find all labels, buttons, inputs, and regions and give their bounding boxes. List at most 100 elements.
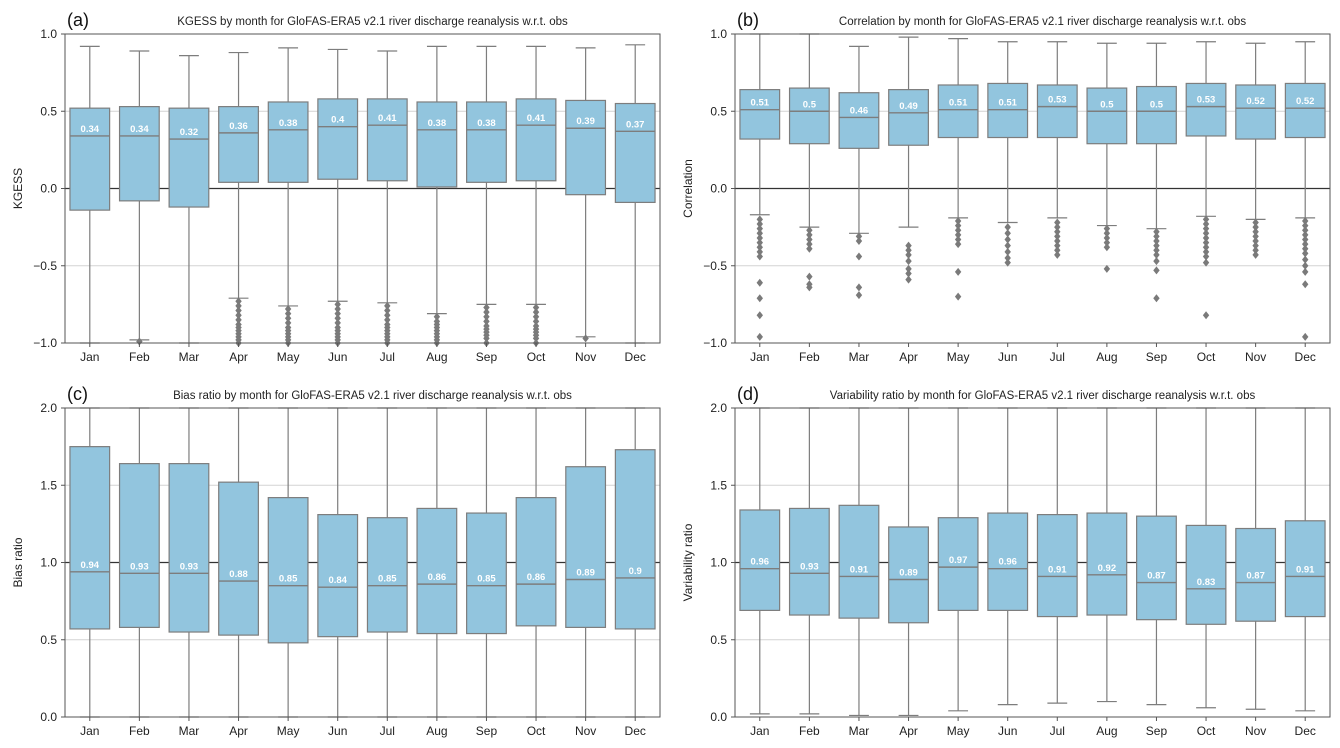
outlier-point [1252,227,1259,236]
outlier-point [235,297,242,306]
box [788,87,830,145]
outlier-point [532,308,540,317]
outlier-point [756,278,763,287]
median-label: 0.49 [899,101,918,112]
outlier-point [235,306,242,315]
x-tick-label: Aug [426,724,447,738]
box [739,509,781,611]
outlier-point [235,311,242,320]
outlier-point [483,308,490,317]
outlier-point [806,235,813,244]
median-label: 0.97 [949,555,968,566]
x-tick-label: Aug [426,350,447,364]
x-tick-label: Jul [1050,350,1065,364]
y-tick-label: 1.0 [710,27,727,41]
y-tick-label: −0.5 [33,259,57,273]
y-axis-title: Bias ratio [11,537,25,587]
outlier-point [235,301,242,310]
median-label: 0.84 [328,575,347,586]
box [739,89,781,140]
panel-label: (b) [737,10,759,30]
x-tick-label: Sep [476,350,498,364]
x-tick-label: Jan [750,350,769,364]
box [317,98,359,180]
x-tick-label: Oct [527,350,546,364]
outlier-point [1103,238,1111,247]
median-label: 0.53 [1197,95,1216,106]
chart-d: 0.96 0.93 0.91 0.89 0.97 0.96 0.91 0.92 0.87 0.83… [681,384,1331,738]
x-tick-label: Oct [1197,724,1216,738]
y-tick-label: 1.5 [40,478,57,492]
outlier-point [756,294,763,303]
x-tick-label: Dec [1295,350,1316,364]
x-tick-label: Nov [1245,724,1266,738]
outlier-point [954,230,962,239]
box [1235,527,1277,622]
x-tick-label: Jun [328,724,347,738]
box [1036,514,1078,618]
outlier-point [1302,226,1309,235]
x-tick-label: Jun [998,350,1017,364]
box [366,517,408,633]
box [466,512,507,635]
outlier-point [1103,264,1111,273]
outlier-point [756,311,763,320]
median-label: 0.93 [800,561,819,572]
x-tick-label: Feb [799,724,820,738]
median-label: 0.5 [1100,99,1114,110]
outlier-point [1302,235,1309,244]
outlier-point [483,312,490,321]
y-tick-label: 0.5 [710,104,727,118]
outlier-point [284,314,292,323]
outlier-point [1054,250,1061,259]
median-label: 0.86 [428,572,447,583]
box [1185,524,1227,625]
box [1086,87,1128,145]
box [168,463,210,633]
outlier-point [806,226,813,235]
outlier-point [806,272,813,281]
box [218,106,259,183]
outlier-point [1302,244,1309,253]
median-label: 0.96 [751,557,770,568]
outlier-point [855,291,863,300]
y-axis-title: Variability ratio [681,523,695,601]
panel-a: 0.34 0.34 0.32 0.36 0.38 0.4 0.41 0.38 0.38 0.41 0… [0,0,670,374]
y-tick-label: 0.5 [710,633,727,647]
y-tick-label: 1.0 [40,27,57,41]
median-label: 0.34 [130,124,149,135]
median-label: 0.85 [279,574,298,585]
y-tick-label: 0.0 [40,710,57,724]
outlier-point [1153,257,1160,266]
outlier-point [1252,241,1259,250]
outlier-point [905,257,912,266]
median-label: 0.85 [477,574,496,585]
box [267,497,309,644]
median-label: 0.87 [1246,571,1265,582]
outlier-point [334,300,341,309]
box [515,98,557,182]
box [1136,515,1177,621]
median-label: 0.38 [477,118,496,129]
median-label: 0.83 [1197,577,1216,588]
outlier-point [1252,250,1259,259]
box [1086,512,1128,616]
panel-c: 0.94 0.93 0.93 0.88 0.85 0.84 0.85 0.86 0.85 0.86… [0,374,670,748]
x-tick-label: Jul [380,350,395,364]
median-label: 0.52 [1246,96,1265,107]
x-tick-label: Jul [380,724,395,738]
box [565,466,607,628]
x-tick-label: Mar [849,350,870,364]
outlier-point [483,317,490,326]
median-label: 0.51 [949,98,968,109]
outlier-point [384,315,391,324]
median-label: 0.39 [576,116,595,127]
y-tick-label: 0.0 [40,182,57,196]
chart-title: Bias ratio by month for GloFAS-ERA5 v2.1… [173,390,572,402]
x-tick-label: Jul [1050,724,1065,738]
y-tick-label: 2.0 [710,401,727,415]
outlier-point [1302,267,1309,276]
x-tick-label: Aug [1096,724,1117,738]
outlier-point [1252,218,1259,227]
chart-b: 0.51 0.5 0.46 0.49 0.51 0.51 0.53 0.5 0.5 0.53 0.5… [681,10,1331,364]
